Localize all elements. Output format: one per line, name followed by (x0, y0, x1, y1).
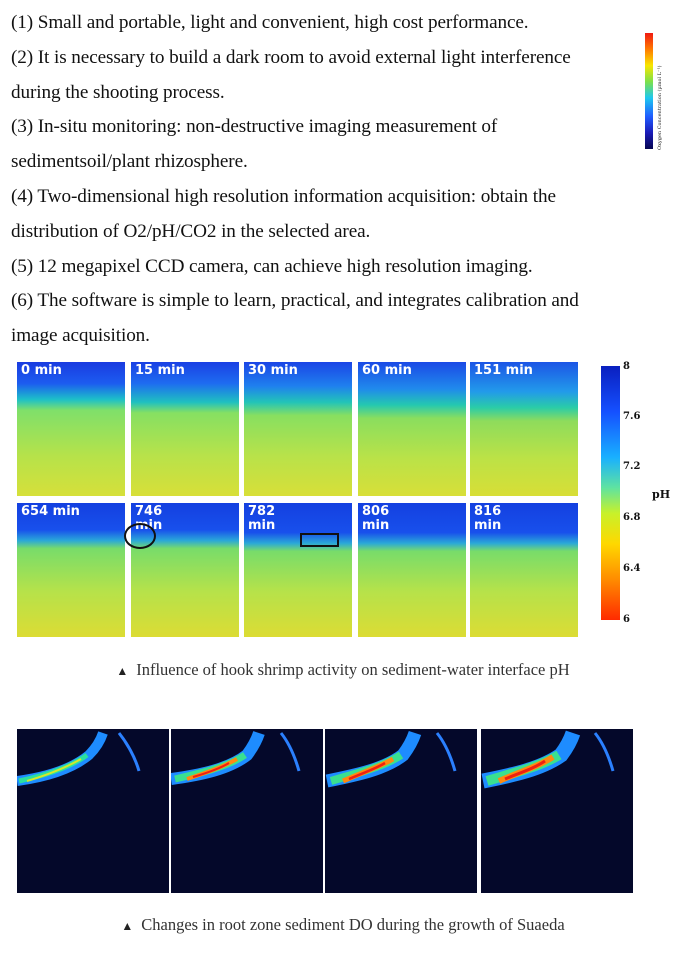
colorbar-tick: 6.8 (623, 512, 641, 523)
ph-figure-caption: ▲ Influence of hook shrimp activity on se… (0, 660, 686, 680)
ph-colorbar (601, 366, 620, 620)
do-figure (0, 729, 686, 893)
feature-line-6: (6) The software is simple to learn, pra… (11, 290, 579, 312)
feature-line-2-cont: during the shooting process. (11, 81, 225, 103)
ph-panel-label: 15 min (135, 363, 185, 378)
ph-panel-2: 15 min (131, 362, 239, 496)
colorbar-unit-label: pH (652, 488, 671, 501)
ph-panel-9: 806 min (358, 503, 466, 637)
feature-list: (1) Small and portable, light and conven… (11, 6, 679, 354)
ph-panel-label: 151 min (474, 363, 533, 378)
colorbar-tick: 6 (623, 614, 630, 625)
feature-line-1: (1) Small and portable, light and conven… (11, 12, 529, 33)
do-panel-4 (481, 729, 633, 893)
ph-panel-label: 782 min (248, 504, 276, 533)
rectangle-annotation (300, 533, 339, 547)
ph-panel-label: 30 min (248, 363, 298, 378)
ph-panel-3: 30 min (244, 362, 352, 496)
do-colorbar (645, 33, 653, 149)
root-oxygen-image (171, 730, 301, 785)
circle-annotation (124, 523, 156, 549)
do-panel-3 (325, 729, 477, 893)
ph-panel-6: 654 min (17, 503, 125, 637)
feature-line-3: (3) In-situ monitoring: non-destructive … (11, 116, 498, 138)
ph-panel-4: 60 min (358, 362, 466, 496)
do-panel-1 (17, 729, 169, 893)
ph-panel-5: 151 min (470, 362, 578, 496)
do-colorbar-axis-label: Oxygen Concentration (µmol L⁻¹) (657, 65, 663, 150)
do-panel-2 (171, 729, 323, 893)
ph-panel-7: 746 min (131, 503, 239, 637)
ph-panel-label: 806 min (362, 504, 390, 533)
feature-line-2: (2) It is necessary to build a dark room… (11, 46, 571, 68)
ph-panel-label: 60 min (362, 363, 412, 378)
triangle-marker-icon: ▲ (121, 919, 134, 933)
root-oxygen-image (481, 730, 615, 789)
root-oxygen-image (325, 730, 457, 788)
colorbar-tick: 8 (623, 361, 630, 372)
caption-text: Influence of hook shrimp activity on sed… (136, 660, 570, 679)
feature-line-5: (5) 12 megapixel CCD camera, can achieve… (11, 255, 533, 277)
ph-panel-label: 0 min (21, 363, 62, 378)
feature-line-3-cont: sedimentsoil/plant rhizosphere. (11, 151, 248, 173)
triangle-marker-icon: ▲ (116, 664, 129, 678)
feature-line-4-cont: distribution of O2/pH/CO2 in the selecte… (11, 220, 371, 242)
ph-panel-1: 0 min (17, 362, 125, 496)
colorbar-tick: 6.4 (623, 563, 641, 574)
colorbar-tick: 7.6 (623, 411, 641, 422)
caption-text: Changes in root zone sediment DO during … (141, 915, 565, 934)
colorbar-tick: 7.2 (623, 461, 641, 472)
ph-panel-label: 816 min (474, 504, 502, 533)
ph-figure: 0 min 15 min 30 min 60 min 151 min 654 m… (0, 352, 686, 640)
ph-panel-10: 816 min (470, 503, 578, 637)
do-figure-caption: ▲ Changes in root zone sediment DO during… (0, 915, 686, 935)
feature-line-6-cont: image acquisition. (11, 325, 150, 347)
root-oxygen-image (17, 731, 141, 786)
ph-panel-8: 782 min (244, 503, 352, 637)
feature-line-4: (4) Two-dimensional high resolution info… (11, 185, 556, 207)
ph-panel-label: 654 min (21, 504, 80, 519)
